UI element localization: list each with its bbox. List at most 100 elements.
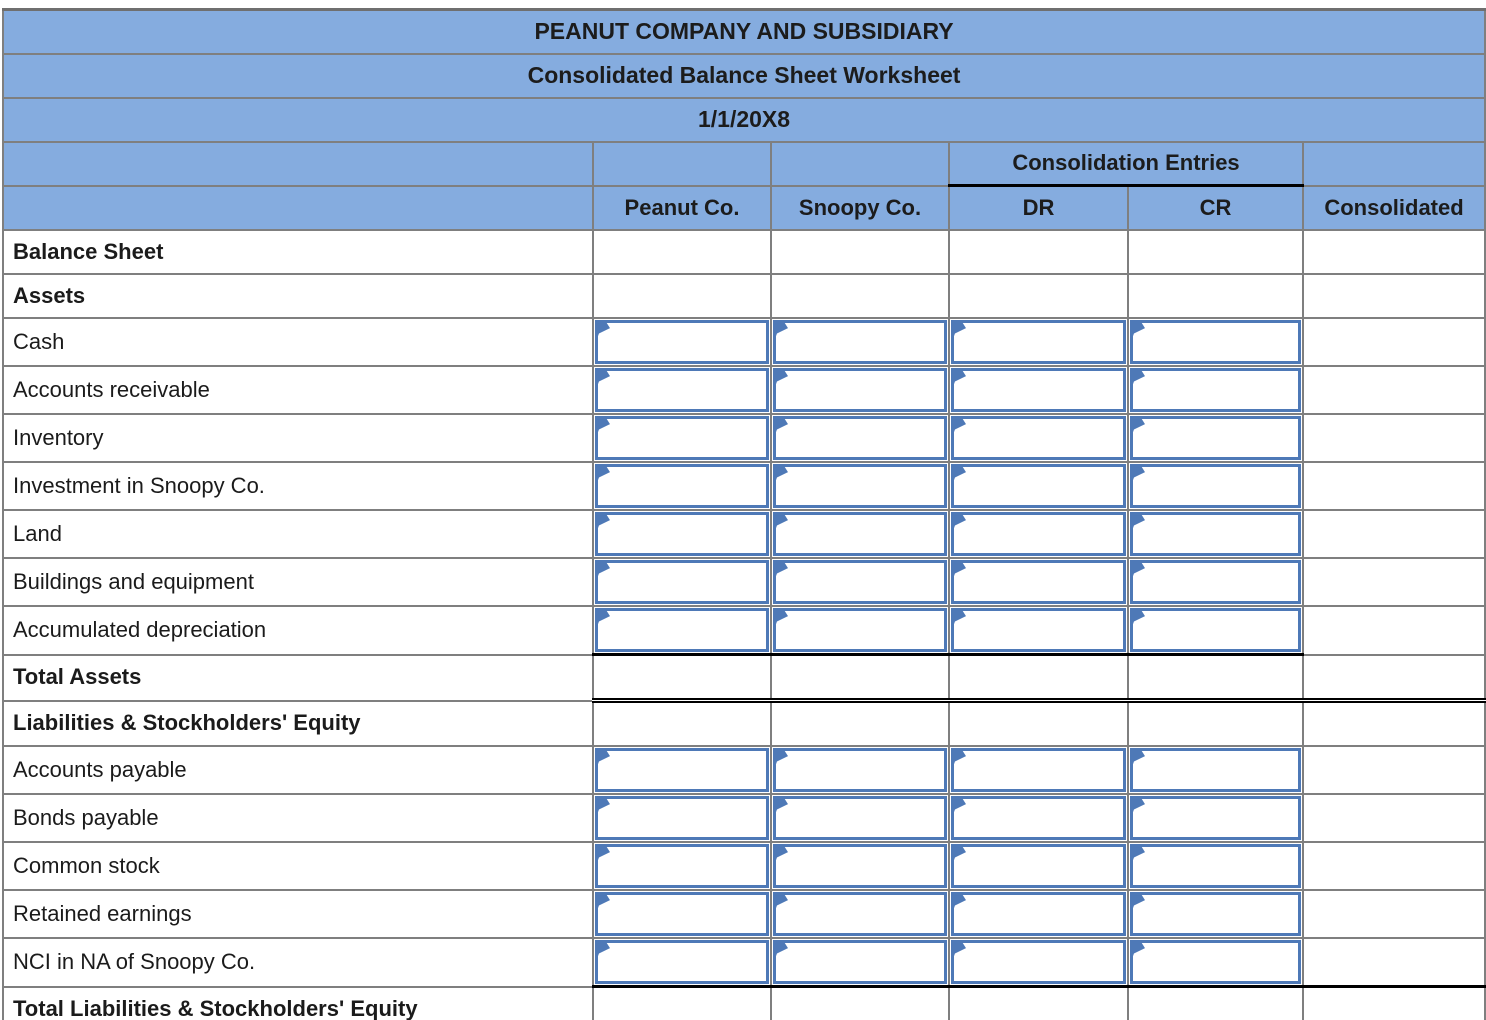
input-flag-icon <box>597 370 610 387</box>
input-flag-icon <box>953 418 966 435</box>
input-flag-icon <box>597 894 610 911</box>
input-bonds-payable-cr[interactable] <box>1130 796 1301 840</box>
input-buildings-cr[interactable] <box>1130 560 1301 604</box>
input-inventory-cr[interactable] <box>1130 416 1301 460</box>
input-inventory-dr[interactable] <box>951 416 1126 460</box>
input-flag-icon <box>953 370 966 387</box>
input-accounts-receivable-peanut[interactable] <box>595 368 769 412</box>
row-label-retained-earnings: Retained earnings <box>2 889 594 939</box>
input-accounts-receivable-snoopy[interactable] <box>773 368 947 412</box>
input-investment-peanut[interactable] <box>595 464 769 508</box>
consolidated-cell <box>1301 605 1486 656</box>
input-flag-icon <box>1132 894 1145 911</box>
input-accumulated-depreciation-cr[interactable] <box>1130 608 1301 652</box>
consolidated-cell <box>1301 413 1486 463</box>
input-retained-earnings-cr[interactable] <box>1130 892 1301 936</box>
input-flag-icon <box>1132 562 1145 579</box>
input-land-peanut[interactable] <box>595 512 769 556</box>
input-common-stock-snoopy[interactable] <box>773 844 947 888</box>
header-spacer <box>1301 141 1486 187</box>
input-cash-dr[interactable] <box>951 320 1126 364</box>
input-flag-icon <box>1132 418 1145 435</box>
input-accounts-payable-dr[interactable] <box>951 748 1126 792</box>
input-accumulated-depreciation-snoopy[interactable] <box>773 608 947 652</box>
row-label-accumulated-depreciation: Accumulated depreciation <box>2 605 594 656</box>
input-retained-earnings-peanut[interactable] <box>595 892 769 936</box>
consolidated-cell <box>1301 317 1486 367</box>
input-bonds-payable-peanut[interactable] <box>595 796 769 840</box>
input-buildings-dr[interactable] <box>951 560 1126 604</box>
empty-cell <box>1301 273 1486 319</box>
header-spacer <box>2 141 594 187</box>
input-inventory-peanut[interactable] <box>595 416 769 460</box>
total-assets-snoopy-cell <box>770 653 950 703</box>
input-bonds-payable-snoopy[interactable] <box>773 796 947 840</box>
input-flag-icon <box>597 610 610 627</box>
empty-cell <box>592 699 772 747</box>
total-liabilities-cr-cell <box>1127 985 1304 1020</box>
input-flag-icon <box>1132 942 1145 959</box>
input-retained-earnings-dr[interactable] <box>951 892 1126 936</box>
empty-cell <box>1127 229 1304 275</box>
header-spacer <box>592 141 772 187</box>
input-flag-icon <box>597 466 610 483</box>
input-flag-icon <box>597 942 610 959</box>
total-liabilities-snoopy-cell <box>770 985 950 1020</box>
total-assets-peanut-cell <box>592 653 772 703</box>
input-nci-snoopy[interactable] <box>773 940 947 984</box>
input-accounts-receivable-cr[interactable] <box>1130 368 1301 412</box>
input-accumulated-depreciation-peanut[interactable] <box>595 608 769 652</box>
input-flag-icon <box>953 750 966 767</box>
header-spacer <box>2 184 594 231</box>
row-label-total-liabilities-and-stockholders-equity: Total Liabilities & Stockholders' Equity <box>2 985 594 1020</box>
input-investment-dr[interactable] <box>951 464 1126 508</box>
total-liabilities-consolidated-cell <box>1301 985 1486 1020</box>
row-label-buildings-and-equipment: Buildings and equipment <box>2 557 594 607</box>
column-header-cr: CR <box>1127 184 1304 231</box>
input-nci-dr[interactable] <box>951 940 1126 984</box>
input-accounts-payable-snoopy[interactable] <box>773 748 947 792</box>
input-cash-cr[interactable] <box>1130 320 1301 364</box>
input-cash-peanut[interactable] <box>595 320 769 364</box>
input-buildings-peanut[interactable] <box>595 560 769 604</box>
input-accumulated-depreciation-dr[interactable] <box>951 608 1126 652</box>
input-flag-icon <box>953 610 966 627</box>
input-nci-peanut[interactable] <box>595 940 769 984</box>
input-land-dr[interactable] <box>951 512 1126 556</box>
empty-cell <box>948 229 1129 275</box>
input-nci-cr[interactable] <box>1130 940 1301 984</box>
input-flag-icon <box>953 798 966 815</box>
input-investment-snoopy[interactable] <box>773 464 947 508</box>
input-common-stock-peanut[interactable] <box>595 844 769 888</box>
balance-sheet-worksheet: PEANUT COMPANY AND SUBSIDIARY Consolidat… <box>1 8 1486 1020</box>
input-common-stock-cr[interactable] <box>1130 844 1301 888</box>
input-flag-icon <box>775 798 788 815</box>
input-land-snoopy[interactable] <box>773 512 947 556</box>
input-accounts-payable-cr[interactable] <box>1130 748 1301 792</box>
input-inventory-snoopy[interactable] <box>773 416 947 460</box>
input-flag-icon <box>775 418 788 435</box>
row-label-accounts-receivable: Accounts receivable <box>2 365 594 415</box>
row-label-bonds-payable: Bonds payable <box>2 793 594 843</box>
input-flag-icon <box>1132 798 1145 815</box>
input-flag-icon <box>775 322 788 339</box>
input-flag-icon <box>775 942 788 959</box>
input-flag-icon <box>953 322 966 339</box>
empty-cell <box>770 699 950 747</box>
input-retained-earnings-snoopy[interactable] <box>773 892 947 936</box>
input-flag-icon <box>775 370 788 387</box>
input-cash-snoopy[interactable] <box>773 320 947 364</box>
input-common-stock-dr[interactable] <box>951 844 1126 888</box>
total-assets-dr-cell <box>948 653 1129 703</box>
input-accounts-payable-peanut[interactable] <box>595 748 769 792</box>
input-investment-cr[interactable] <box>1130 464 1301 508</box>
input-flag-icon <box>775 562 788 579</box>
input-land-cr[interactable] <box>1130 512 1301 556</box>
total-liabilities-dr-cell <box>948 985 1129 1020</box>
consolidated-cell <box>1301 509 1486 559</box>
empty-cell <box>1301 229 1486 275</box>
column-header-snoopy: Snoopy Co. <box>770 184 950 231</box>
input-buildings-snoopy[interactable] <box>773 560 947 604</box>
input-bonds-payable-dr[interactable] <box>951 796 1126 840</box>
input-accounts-receivable-dr[interactable] <box>951 368 1126 412</box>
